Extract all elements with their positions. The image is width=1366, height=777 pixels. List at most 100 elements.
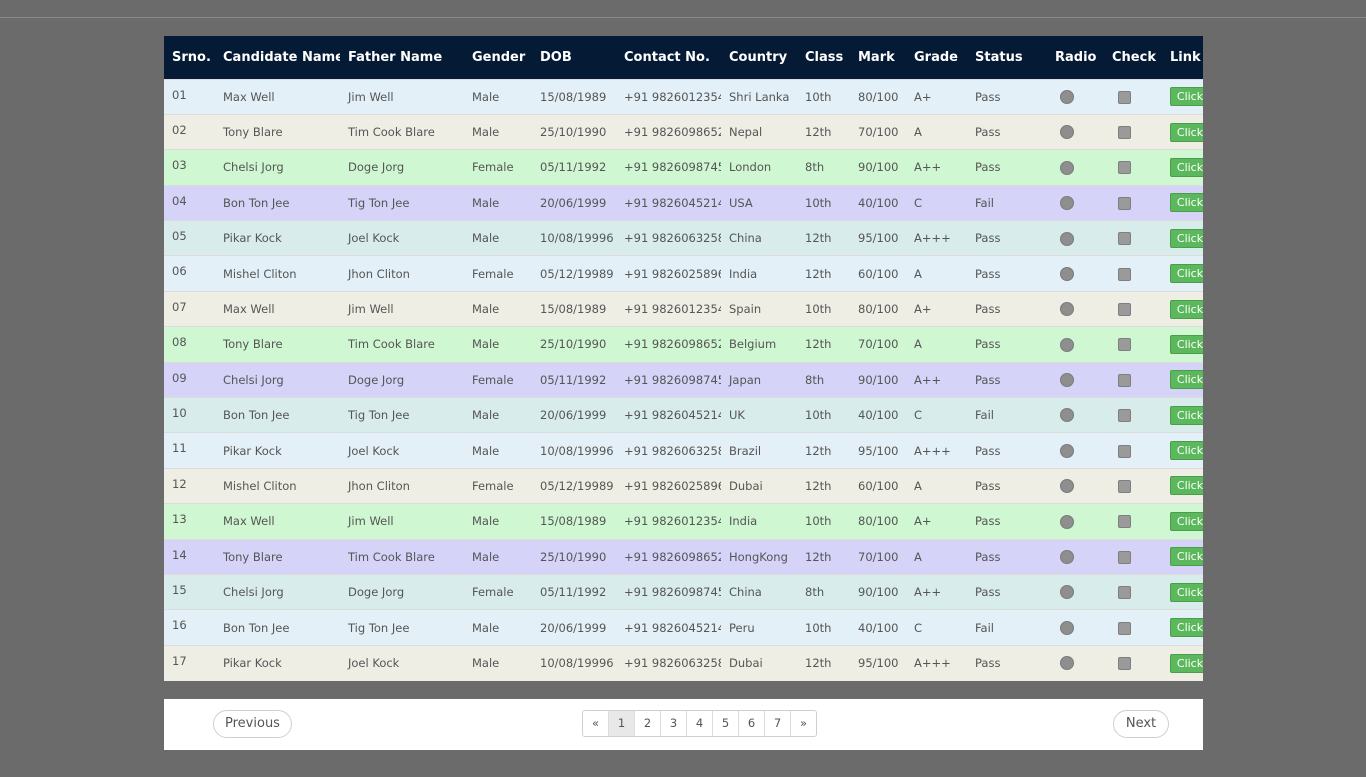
row-checkbox[interactable] <box>1118 515 1131 529</box>
row-click-button[interactable]: Click <box>1170 193 1203 213</box>
row-radio-button[interactable] <box>1060 373 1074 388</box>
row-radio-button[interactable] <box>1060 585 1074 600</box>
row-click-button[interactable]: Click <box>1170 299 1203 319</box>
contact-number: +91 9826012354 <box>624 89 721 104</box>
page-number-button[interactable]: 3 <box>660 711 686 736</box>
radio-cell <box>1047 256 1104 291</box>
row-click-button[interactable]: Click <box>1170 122 1203 142</box>
link-cell: Click <box>1162 221 1203 256</box>
dob: 15/08/1989 <box>540 89 607 104</box>
row-checkbox[interactable] <box>1118 621 1131 635</box>
grade: A+++ <box>914 231 951 246</box>
table-row: 04 Bon Ton Jee Tig Ton Jee Male 20/06/1999 +9… <box>164 185 1203 221</box>
page-first-button[interactable]: « <box>583 711 608 736</box>
top-divider <box>0 17 1366 18</box>
row-checkbox[interactable] <box>1118 303 1131 317</box>
status: Pass <box>975 160 1001 175</box>
row-radio-button[interactable] <box>1060 266 1074 281</box>
country: Brazil <box>729 443 762 458</box>
row-checkbox[interactable] <box>1118 409 1131 423</box>
grade: C <box>914 195 923 210</box>
page-last-button[interactable]: » <box>790 711 816 736</box>
row-radio-button[interactable] <box>1060 408 1074 423</box>
mark: 95/100 <box>858 231 899 246</box>
check-cell <box>1104 291 1162 326</box>
check-cell <box>1104 539 1162 574</box>
header-grade: Grade <box>914 49 958 65</box>
father-name: Joel Kock <box>348 656 400 671</box>
previous-button[interactable]: Previous <box>213 710 292 738</box>
row-radio-button[interactable] <box>1060 443 1074 458</box>
header-father-name: Father Name <box>348 49 443 65</box>
grade: A+ <box>914 89 932 104</box>
check-cell <box>1104 645 1162 680</box>
radio-cell <box>1047 221 1104 256</box>
row-checkbox[interactable] <box>1118 479 1131 493</box>
radio-cell <box>1047 504 1104 539</box>
row-radio-button[interactable] <box>1060 89 1074 104</box>
class: 10th <box>805 514 832 529</box>
row-click-button[interactable]: Click <box>1170 582 1203 602</box>
class: 12th <box>805 443 832 458</box>
row-click-button[interactable]: Click <box>1170 334 1203 354</box>
row-click-button[interactable]: Click <box>1170 653 1203 673</box>
row-checkbox[interactable] <box>1118 196 1131 210</box>
row-radio-button[interactable] <box>1060 231 1074 246</box>
row-checkbox[interactable] <box>1118 373 1131 387</box>
candidate-name: Chelsi Jorg <box>223 585 284 600</box>
row-radio-button[interactable] <box>1060 125 1074 140</box>
row-click-button[interactable]: Click <box>1170 476 1203 496</box>
row-checkbox[interactable] <box>1118 126 1131 140</box>
row-click-button[interactable]: Click <box>1170 547 1203 567</box>
row-checkbox[interactable] <box>1118 550 1131 564</box>
row-radio-button[interactable] <box>1060 196 1074 211</box>
row-checkbox[interactable] <box>1118 232 1131 246</box>
row-srno: 09 <box>172 370 187 385</box>
row-checkbox[interactable] <box>1118 161 1131 175</box>
row-radio-button[interactable] <box>1060 160 1074 175</box>
row-radio-button[interactable] <box>1060 514 1074 529</box>
check-cell <box>1104 114 1162 149</box>
check-cell <box>1104 256 1162 291</box>
row-checkbox[interactable] <box>1118 657 1131 671</box>
page-number-button[interactable]: 1 <box>608 711 634 736</box>
gender: Female <box>472 372 514 387</box>
row-radio-button[interactable] <box>1060 620 1074 635</box>
father-name: Tig Ton Jee <box>348 195 410 210</box>
row-click-button[interactable]: Click <box>1170 87 1203 107</box>
row-checkbox[interactable] <box>1118 338 1131 352</box>
page-number-button[interactable]: 2 <box>634 711 660 736</box>
row-checkbox[interactable] <box>1118 90 1131 104</box>
row-click-button[interactable]: Click <box>1170 157 1203 177</box>
row-radio-button[interactable] <box>1060 337 1074 352</box>
mark: 80/100 <box>858 302 899 317</box>
check-cell <box>1104 433 1162 468</box>
row-checkbox[interactable] <box>1118 267 1131 281</box>
page-number-button[interactable]: 4 <box>686 711 712 736</box>
row-checkbox[interactable] <box>1118 444 1131 458</box>
contact-number: +91 9826098745 <box>624 585 721 600</box>
mark: 40/100 <box>858 408 899 423</box>
row-radio-button[interactable] <box>1060 656 1074 671</box>
row-click-button[interactable]: Click <box>1170 264 1203 284</box>
candidate-name: Tony Blare <box>223 125 283 140</box>
row-click-button[interactable]: Click <box>1170 405 1203 425</box>
class: 10th <box>805 302 832 317</box>
page-number-button[interactable]: 5 <box>712 711 738 736</box>
row-srno: 06 <box>172 264 187 279</box>
row-click-button[interactable]: Click <box>1170 511 1203 531</box>
page-number-button[interactable]: 6 <box>738 711 764 736</box>
row-checkbox[interactable] <box>1118 586 1131 600</box>
dob: 20/06/1999 <box>540 408 607 423</box>
dob: 10/08/19996 <box>540 231 614 246</box>
row-click-button[interactable]: Click <box>1170 228 1203 248</box>
row-click-button[interactable]: Click <box>1170 441 1203 461</box>
row-click-button[interactable]: Click <box>1170 618 1203 638</box>
row-click-button[interactable]: Click <box>1170 370 1203 390</box>
row-radio-button[interactable] <box>1060 550 1074 565</box>
row-radio-button[interactable] <box>1060 479 1074 494</box>
page-number-button[interactable]: 7 <box>764 711 790 736</box>
row-radio-button[interactable] <box>1060 302 1074 317</box>
next-button[interactable]: Next <box>1113 710 1169 738</box>
father-name: Tim Cook Blare <box>348 549 435 564</box>
